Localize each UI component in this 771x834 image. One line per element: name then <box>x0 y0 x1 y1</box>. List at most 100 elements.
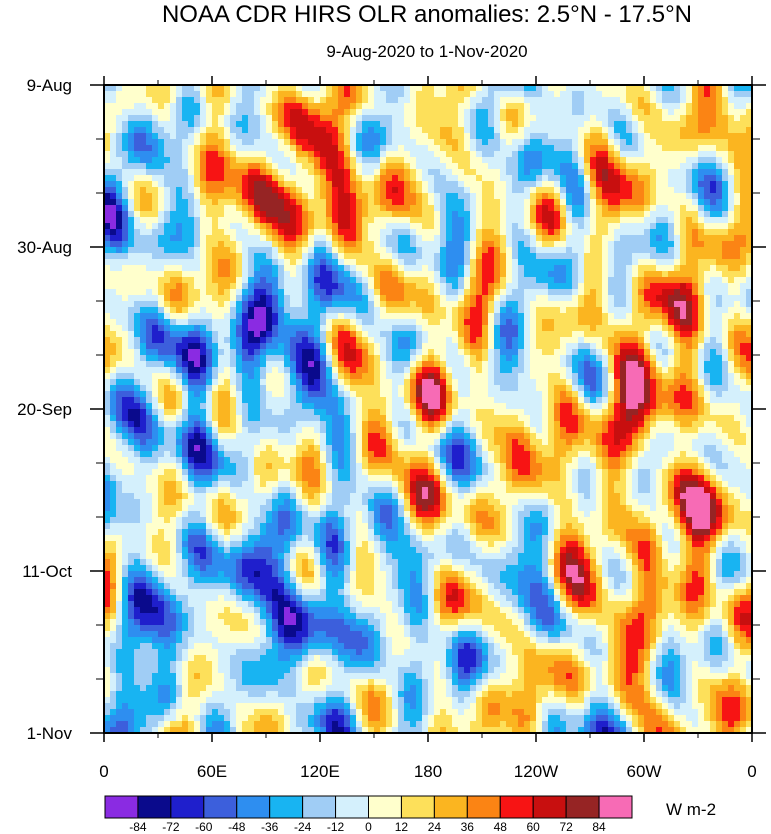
heatmap-cell <box>200 157 207 164</box>
heatmap-cell <box>740 163 747 170</box>
heatmap-cell <box>584 163 591 170</box>
heatmap-cell <box>644 265 651 272</box>
heatmap-cell <box>212 145 219 152</box>
heatmap-cell <box>380 337 387 344</box>
heatmap-cell <box>584 355 591 362</box>
heatmap-cell <box>596 349 603 356</box>
heatmap-cell <box>362 175 369 182</box>
heatmap-cell <box>356 331 363 338</box>
heatmap-cell <box>290 127 297 134</box>
heatmap-cell <box>116 139 123 146</box>
heatmap-cell <box>230 157 237 164</box>
heatmap-cell <box>572 205 579 212</box>
heatmap-cell <box>650 85 657 92</box>
heatmap-cell <box>236 301 243 308</box>
heatmap-cell <box>716 187 723 194</box>
heatmap-cell <box>200 295 207 302</box>
heatmap-cell <box>122 289 129 296</box>
heatmap-cell <box>410 121 417 128</box>
heatmap-cell <box>536 205 543 212</box>
heatmap-cell <box>452 319 459 326</box>
heatmap-cell <box>320 139 327 146</box>
heatmap-cell <box>602 121 609 128</box>
heatmap-cell <box>338 259 345 266</box>
heatmap-cell <box>446 289 453 296</box>
heatmap-cell <box>116 193 123 200</box>
heatmap-cell <box>566 301 573 308</box>
heatmap-cell <box>572 223 579 230</box>
heatmap-cell <box>500 163 507 170</box>
heatmap-cell <box>224 253 231 260</box>
heatmap-cell <box>146 229 153 236</box>
heatmap-cell <box>404 127 411 134</box>
heatmap-cell <box>698 247 705 254</box>
heatmap-cell <box>524 217 531 224</box>
heatmap-cell <box>554 289 561 296</box>
heatmap-cell <box>242 181 249 188</box>
heatmap-cell <box>608 133 615 140</box>
heatmap-cell <box>584 97 591 104</box>
heatmap-cell <box>206 241 213 248</box>
heatmap-cell <box>362 355 369 362</box>
heatmap-cell <box>104 127 111 134</box>
heatmap-cell <box>584 349 591 356</box>
heatmap-cell <box>344 127 351 134</box>
heatmap-cell <box>692 223 699 230</box>
heatmap-cell <box>416 235 423 242</box>
heatmap-cell <box>164 97 171 104</box>
heatmap-cell <box>656 139 663 146</box>
heatmap-cell <box>656 265 663 272</box>
heatmap-cell <box>632 337 639 344</box>
heatmap-cell <box>374 151 381 158</box>
heatmap-cell <box>476 151 483 158</box>
heatmap-cell <box>242 349 249 356</box>
heatmap-cell <box>314 217 321 224</box>
heatmap-cell <box>488 313 495 320</box>
heatmap-cell <box>122 355 129 362</box>
heatmap-cell <box>260 133 267 140</box>
heatmap-cell <box>620 91 627 98</box>
heatmap-cell <box>626 205 633 212</box>
heatmap-cell <box>440 187 447 194</box>
heatmap-cell <box>410 163 417 170</box>
heatmap-cell <box>308 337 315 344</box>
heatmap-cell <box>722 169 729 176</box>
heatmap-cell <box>584 247 591 254</box>
heatmap-cell <box>506 337 513 344</box>
heatmap-cell <box>638 151 645 158</box>
heatmap-cell <box>362 217 369 224</box>
heatmap-cell <box>614 283 621 290</box>
heatmap-cell <box>356 223 363 230</box>
heatmap-cell <box>680 121 687 128</box>
heatmap-cell <box>362 145 369 152</box>
heatmap-cell <box>332 283 339 290</box>
heatmap-cell <box>434 331 441 338</box>
heatmap-cell <box>314 133 321 140</box>
heatmap-cell <box>128 115 135 122</box>
heatmap-cell <box>746 235 752 242</box>
heatmap-cell <box>566 289 573 296</box>
heatmap-cell <box>728 157 735 164</box>
heatmap-cell <box>344 349 351 356</box>
heatmap-cell <box>704 169 711 176</box>
heatmap-cell <box>386 139 393 146</box>
heatmap-cell <box>224 91 231 98</box>
heatmap-cell <box>644 253 651 260</box>
heatmap-cell <box>584 283 591 290</box>
heatmap-cell <box>266 295 273 302</box>
heatmap-cell <box>176 295 183 302</box>
heatmap-cell <box>134 169 141 176</box>
heatmap-cell <box>128 253 135 260</box>
heatmap-cell <box>308 355 315 362</box>
heatmap-cell <box>392 331 399 338</box>
heatmap-cell <box>164 145 171 152</box>
heatmap-cell <box>122 145 129 152</box>
heatmap-cell <box>410 109 417 116</box>
heatmap-cell <box>344 355 351 362</box>
heatmap-cell <box>716 235 723 242</box>
heatmap-cell <box>470 259 477 266</box>
heatmap-cell <box>464 241 471 248</box>
heatmap-cell <box>380 259 387 266</box>
heatmap-cell <box>548 229 555 236</box>
heatmap-cell <box>362 289 369 296</box>
